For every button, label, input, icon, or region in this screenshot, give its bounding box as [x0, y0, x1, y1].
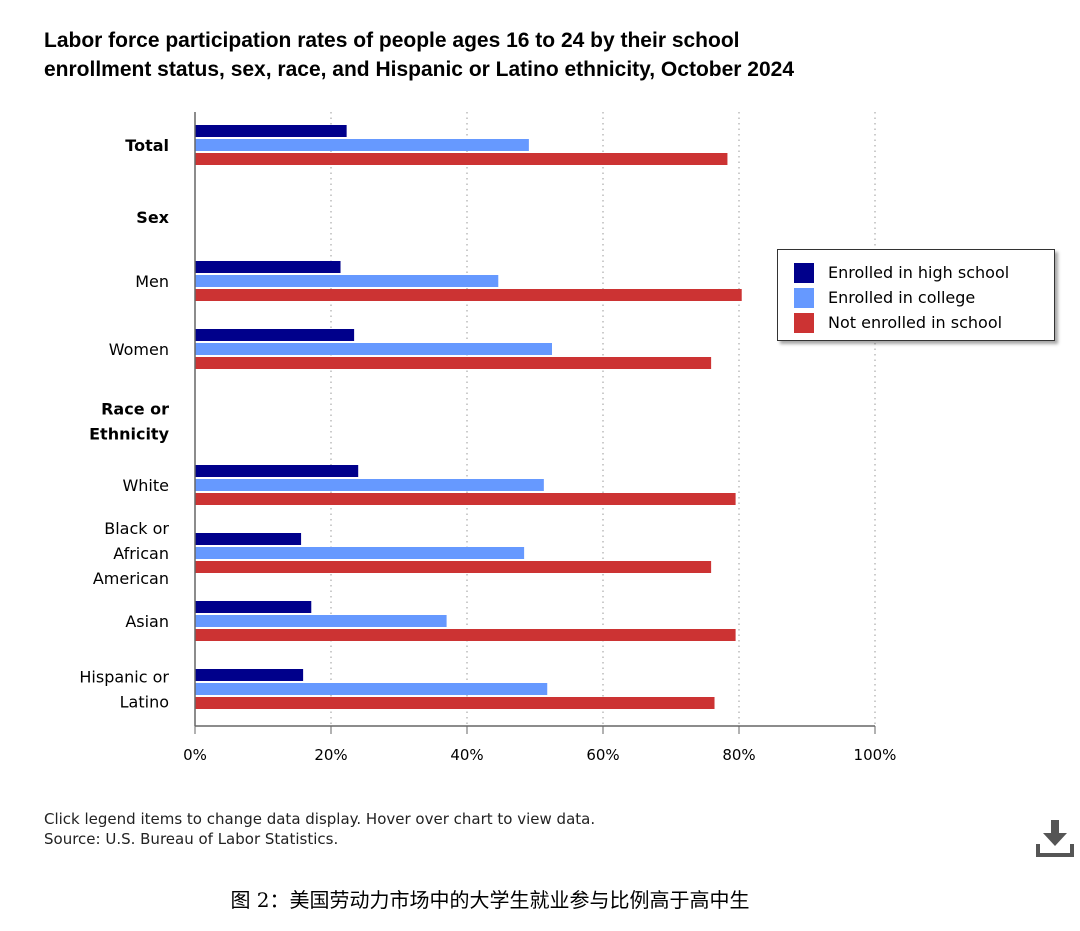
- bar-chart[interactable]: Total Sex Men Women Race or Ethnicity White Bla…: [0, 0, 1080, 800]
- category-labels: Total Sex Men Women Race or Ethnicity White Bla…: [79, 136, 169, 712]
- category-label-6-2: American: [93, 569, 169, 588]
- bar-row0-series1[interactable]: [195, 139, 529, 151]
- category-label-4-1: Ethnicity: [89, 425, 169, 444]
- bar-row8-series2[interactable]: [195, 697, 715, 709]
- legend-label-college: Enrolled in college: [828, 288, 976, 307]
- category-label-8-0: Hispanic or: [79, 668, 169, 687]
- bar-row2-series2[interactable]: [195, 289, 742, 301]
- bar-row8-series0[interactable]: [195, 669, 304, 681]
- download-icon[interactable]: [1034, 818, 1076, 858]
- bar-row0-series2[interactable]: [195, 153, 728, 165]
- bar-row8-series1[interactable]: [195, 683, 548, 695]
- category-label-0-0: Total: [125, 136, 169, 155]
- x-tick-label-60: 60%: [586, 746, 619, 764]
- x-tick-label-0: 0%: [183, 746, 207, 764]
- bar-row7-series0[interactable]: [195, 601, 312, 613]
- category-label-6-0: Black or: [104, 519, 169, 538]
- bar-row3-series2[interactable]: [195, 357, 712, 369]
- bar-row5-series2[interactable]: [195, 493, 736, 505]
- chart-title-line-2: enrollment status, sex, race, and Hispan…: [44, 58, 795, 81]
- legend-item-not-enrolled[interactable]: Not enrolled in school: [794, 310, 1054, 335]
- notes-source: Source: U.S. Bureau of Labor Statistics.: [44, 830, 339, 848]
- x-tick-labels: 0% 20% 40% 60% 80% 100%: [183, 746, 896, 764]
- category-label-5-0: White: [122, 476, 169, 495]
- bar-row5-series0[interactable]: [195, 465, 359, 477]
- x-tick-label-20: 20%: [314, 746, 347, 764]
- legend-swatch-high-school: [794, 262, 814, 283]
- category-label-6-1: African: [113, 544, 169, 563]
- bar-row2-series0[interactable]: [195, 261, 341, 273]
- legend-item-high-school[interactable]: Enrolled in high school: [794, 260, 1054, 285]
- axes: [194, 112, 876, 734]
- bar-row3-series0[interactable]: [195, 329, 355, 341]
- figure-caption: 图 2：美国劳动力市场中的大学生就业参与比例高于高中生: [230, 888, 750, 912]
- x-tick-label-40: 40%: [450, 746, 483, 764]
- bar-row7-series1[interactable]: [195, 615, 447, 627]
- x-tick-label-80: 80%: [722, 746, 755, 764]
- legend-label-high-school: Enrolled in high school: [828, 263, 1010, 282]
- category-label-7-0: Asian: [125, 612, 169, 631]
- category-label-1-0: Sex: [136, 208, 169, 227]
- bar-row7-series2[interactable]: [195, 629, 736, 641]
- chart-title: Labor force participation rates of peopl…: [44, 26, 1004, 84]
- category-label-2-0: Men: [135, 272, 169, 291]
- legend-item-college[interactable]: Enrolled in college: [794, 285, 1054, 310]
- x-tick-label-100: 100%: [854, 746, 897, 764]
- download-icon-graphic: [1036, 820, 1074, 857]
- category-label-4-0: Race or: [101, 400, 169, 419]
- category-label-8-1: Latino: [120, 693, 169, 712]
- bar-row6-series0[interactable]: [195, 533, 302, 545]
- chart-title-line-1: Labor force participation rates of peopl…: [44, 29, 740, 52]
- bar-row5-series1[interactable]: [195, 479, 544, 491]
- notes-instruction: Click legend items to change data displa…: [44, 810, 596, 828]
- legend-swatch-not-enrolled: [794, 312, 814, 333]
- legend-swatch-college: [794, 287, 814, 308]
- legend-label-not-enrolled: Not enrolled in school: [828, 313, 1003, 332]
- bar-row3-series1[interactable]: [195, 343, 552, 355]
- category-label-3-0: Women: [109, 340, 169, 359]
- chart-notes: Click legend items to change data displa…: [44, 809, 595, 849]
- legend: Enrolled in high school Enrolled in coll…: [777, 249, 1055, 341]
- bar-row0-series0[interactable]: [195, 125, 347, 137]
- bar-row6-series1[interactable]: [195, 547, 525, 559]
- bars-group: [195, 125, 742, 709]
- bar-row2-series1[interactable]: [195, 275, 499, 287]
- bar-row6-series2[interactable]: [195, 561, 712, 573]
